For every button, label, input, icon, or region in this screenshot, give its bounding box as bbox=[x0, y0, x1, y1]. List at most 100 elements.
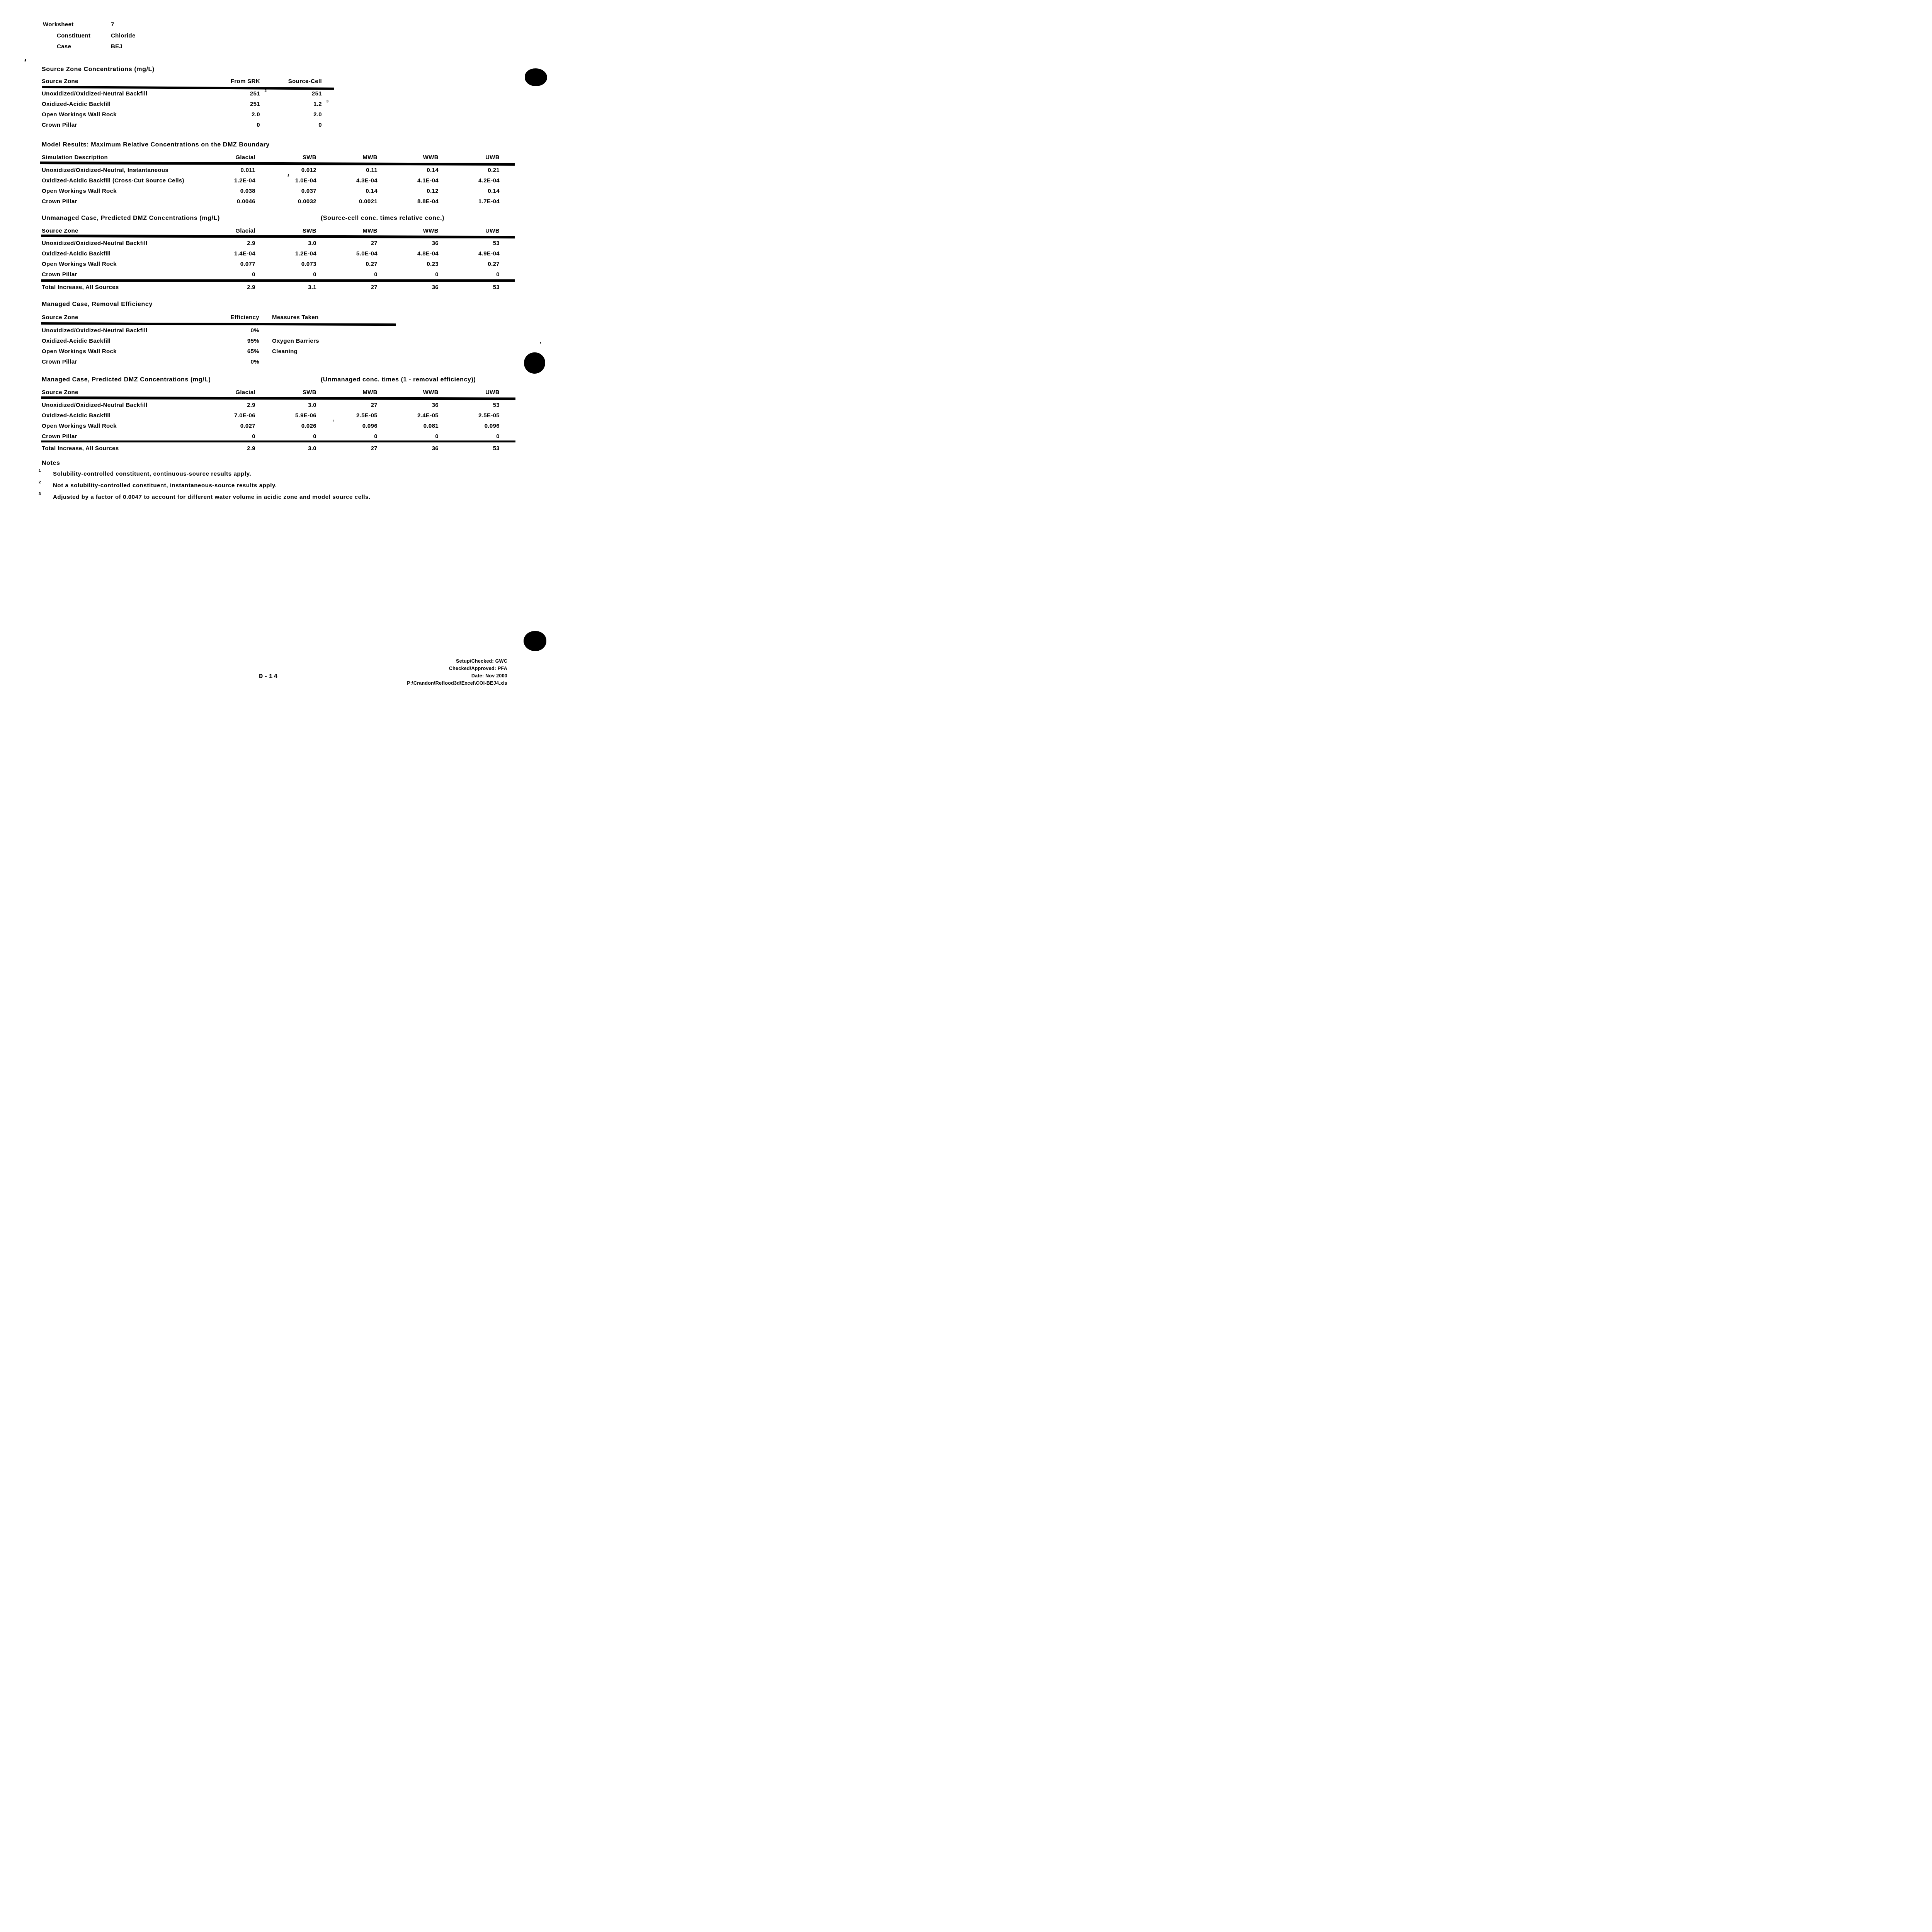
column-header-source-zone: Source Zone bbox=[42, 78, 78, 85]
row-label: Unoxidized/Oxidized-Neutral Backfill bbox=[42, 240, 148, 247]
row-label: Crown Pillar bbox=[42, 198, 77, 205]
page-number: D-14 bbox=[259, 673, 279, 680]
footer-setup-checked: Setup/Checked: GWC bbox=[456, 658, 507, 664]
note-marker-1: 1 bbox=[39, 468, 41, 473]
column-header-wwb: WWB bbox=[423, 389, 439, 396]
table-row: Crown Pillar 0% bbox=[42, 357, 395, 367]
note-marker-3: 3 bbox=[39, 492, 41, 496]
worksheet-value: 7 bbox=[111, 21, 114, 28]
worksheet-row: Worksheet bbox=[43, 21, 74, 28]
table-row: Unoxidized/Oxidized-Neutral Backfill 251… bbox=[42, 88, 333, 99]
notes-title: Notes bbox=[42, 460, 60, 466]
row-label: Crown Pillar bbox=[42, 271, 77, 278]
row-label: Unoxidized/Oxidized-Neutral, Instantaneo… bbox=[42, 167, 169, 173]
table-row: Open Workings Wall Rock 0.077 0.073 0.27… bbox=[42, 259, 514, 269]
cell-source-cell: 1.2 bbox=[313, 101, 322, 107]
column-header-efficiency: Efficiency bbox=[230, 314, 259, 321]
table-row: Unoxidized/Oxidized-Neutral Backfill 2.9… bbox=[42, 238, 514, 248]
hole-punch-dot bbox=[525, 68, 547, 86]
table-row: Oxidized-Acidic Backfill 1.4E-04 1.2E-04… bbox=[42, 248, 514, 259]
column-header-mwb: MWB bbox=[362, 389, 378, 396]
column-header-from-srk: From SRK bbox=[230, 78, 260, 85]
column-header-simulation-description: Simulation Description bbox=[42, 154, 108, 161]
total-row-label: Total Increase, All Sources bbox=[42, 445, 119, 452]
row-label: Oxidized-Acidic Backfill bbox=[42, 412, 111, 419]
table-row: Oxidized-Acidic Backfill 7.0E-06 5.9E-06… bbox=[42, 410, 514, 421]
managed-title: Managed Case, Predicted DMZ Concentratio… bbox=[42, 376, 211, 383]
footer-file-path: P:\Crandon\Reflood3d\Excel\COI-BEJ4.xls bbox=[407, 680, 507, 686]
footer-block: Setup/Checked: GWC Checked/Approved: PFA… bbox=[407, 658, 507, 687]
column-header-source-zone: Source Zone bbox=[42, 314, 78, 321]
column-header-glacial: Glacial bbox=[235, 389, 255, 396]
row-label: Open Workings Wall Rock bbox=[42, 111, 117, 118]
table-total-rule bbox=[41, 279, 515, 282]
table-row: Crown Pillar 0 0 bbox=[42, 120, 333, 130]
unmanaged-title-line: Unmanaged Case, Predicted DMZ Concentrat… bbox=[42, 215, 515, 222]
cell-measures bbox=[272, 357, 395, 367]
column-header-glacial: Glacial bbox=[235, 228, 255, 234]
table-row: Crown Pillar 0.0046 0.0032 0.0021 8.8E-0… bbox=[42, 196, 514, 207]
column-header-measures-taken: Measures Taken bbox=[272, 314, 319, 321]
row-label: Open Workings Wall Rock bbox=[42, 348, 117, 355]
table-row: Unoxidized/Oxidized-Neutral Backfill 0% bbox=[42, 325, 395, 336]
table-row: Open Workings Wall Rock 0.038 0.037 0.14… bbox=[42, 186, 514, 196]
worksheet-label: Worksheet bbox=[43, 21, 74, 28]
column-header-mwb: MWB bbox=[362, 228, 378, 234]
cell-measures: Cleaning bbox=[272, 348, 298, 355]
column-header-glacial: Glacial bbox=[235, 154, 255, 161]
footnote-marker: 3 bbox=[326, 99, 328, 104]
column-header-wwb: WWB bbox=[423, 154, 439, 161]
table-row: Open Workings Wall Rock 65% Cleaning bbox=[42, 346, 395, 357]
unmanaged-body: Unoxidized/Oxidized-Neutral Backfill 2.9… bbox=[42, 238, 514, 280]
case-value: BEJ bbox=[111, 43, 123, 50]
cell-source-cell: 0 bbox=[318, 122, 322, 128]
column-header-uwb: UWB bbox=[485, 228, 500, 234]
row-label: Open Workings Wall Rock bbox=[42, 423, 117, 429]
column-header-uwb: UWB bbox=[485, 389, 500, 396]
column-header-wwb: WWB bbox=[423, 228, 439, 234]
column-header-uwb: UWB bbox=[485, 154, 500, 161]
cell-measures bbox=[272, 325, 395, 336]
managed-efficiency-header: Source Zone Efficiency Measures Taken bbox=[42, 312, 395, 323]
managed-title-line: Managed Case, Predicted DMZ Concentratio… bbox=[42, 376, 515, 383]
row-label: Open Workings Wall Rock bbox=[42, 261, 117, 267]
unmanaged-side-note: (Source-cell conc. times relative conc.) bbox=[321, 215, 445, 221]
cell-from-srk: 251 bbox=[250, 90, 260, 97]
unmanaged-header: Source Zone Glacial SWB MWB WWB UWB bbox=[42, 226, 514, 236]
unmanaged-title: Unmanaged Case, Predicted DMZ Concentrat… bbox=[42, 215, 220, 221]
managed-efficiency-body: Unoxidized/Oxidized-Neutral Backfill 0% … bbox=[42, 325, 395, 367]
hole-punch-dot bbox=[524, 352, 545, 374]
note-text-2: Not a solubility-controlled constituent,… bbox=[53, 482, 277, 489]
total-row-label: Total Increase, All Sources bbox=[42, 284, 119, 291]
cell-efficiency: 95% bbox=[247, 338, 259, 344]
scanned-worksheet-page: Worksheet 7 Constituent Chloride Case BE… bbox=[0, 0, 556, 719]
note-text-3: Adjusted by a factor of 0.0047 to accoun… bbox=[53, 494, 371, 500]
scan-speck bbox=[540, 342, 541, 344]
hole-punch-dot bbox=[524, 631, 546, 651]
model-results-body: Unoxidized/Oxidized-Neutral, Instantaneo… bbox=[42, 165, 514, 207]
source-zone-table-body: Unoxidized/Oxidized-Neutral Backfill 251… bbox=[42, 88, 333, 130]
row-label: Oxidized-Acidic Backfill bbox=[42, 101, 111, 107]
cell-efficiency: 65% bbox=[247, 348, 259, 355]
column-header-mwb: MWB bbox=[362, 154, 378, 161]
row-label: Open Workings Wall Rock bbox=[42, 188, 117, 194]
cell-efficiency: 0% bbox=[250, 359, 259, 365]
column-header-source-cell: Source-Cell bbox=[288, 78, 322, 85]
cell-efficiency: 0% bbox=[250, 327, 259, 334]
scan-speck bbox=[24, 59, 26, 62]
table-row: Unoxidized/Oxidized-Neutral Backfill 2.9… bbox=[42, 400, 514, 410]
row-label: Oxidized-Acidic Backfill bbox=[42, 250, 111, 257]
managed-body: Unoxidized/Oxidized-Neutral Backfill 2.9… bbox=[42, 400, 514, 442]
column-header-source-zone: Source Zone bbox=[42, 389, 78, 396]
column-header-swb: SWB bbox=[302, 228, 316, 234]
table-total-rule bbox=[41, 440, 515, 442]
column-header-source-zone: Source Zone bbox=[42, 228, 78, 234]
source-zone-table-header: Source Zone From SRK Source-Cell bbox=[42, 76, 333, 87]
cell-from-srk: 2.0 bbox=[252, 111, 260, 118]
column-header-swb: SWB bbox=[302, 154, 316, 161]
cell-source-cell: 251 bbox=[311, 90, 322, 97]
unmanaged-total-row: Total Increase, All Sources 2.9 3.1 27 3… bbox=[42, 282, 514, 293]
table-row: Open Workings Wall Rock 0.027 0.026 0.09… bbox=[42, 421, 514, 431]
row-label: Crown Pillar bbox=[42, 359, 77, 365]
table-row: Unoxidized/Oxidized-Neutral, Instantaneo… bbox=[42, 165, 514, 175]
